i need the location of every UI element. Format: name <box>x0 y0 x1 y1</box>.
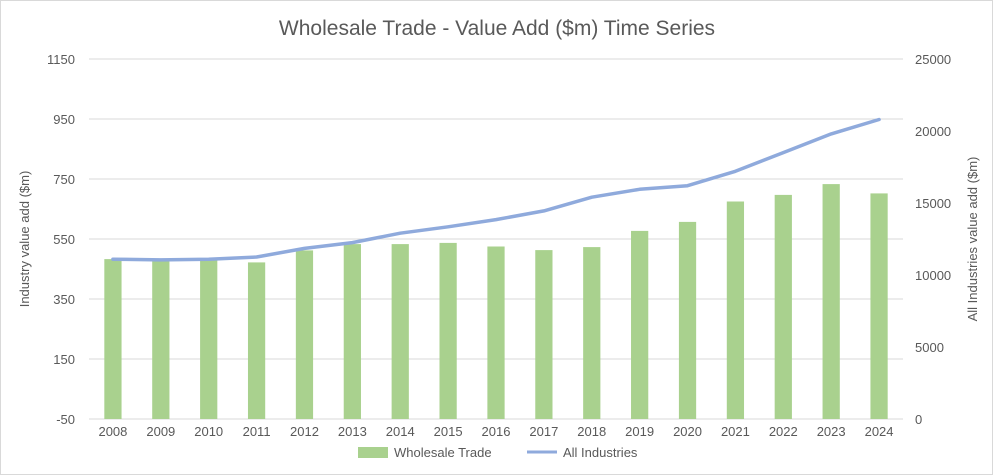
axis-labels: -50 150 350 550 750 950 1150 0 5000 10000 15000 200… <box>47 52 951 439</box>
bar-wholesale-trade <box>439 242 457 419</box>
x-tick-label: 2021 <box>721 424 750 439</box>
right-tick-label: 10000 <box>915 268 951 283</box>
bar-wholesale-trade <box>295 250 314 419</box>
x-tick-label: 2009 <box>146 424 175 439</box>
bar-wholesale-trade <box>343 244 361 419</box>
left-tick-label: 150 <box>53 352 75 367</box>
left-tick-label: 950 <box>53 112 75 127</box>
bar-wholesale-trade <box>870 193 888 419</box>
bar-wholesale-trade <box>152 259 170 419</box>
point-all-industries <box>208 258 210 260</box>
x-tick-label: 2012 <box>290 424 319 439</box>
x-tick-label: 2011 <box>243 424 271 439</box>
point-all-industries <box>160 259 162 261</box>
point-all-industries <box>112 258 114 260</box>
right-axis-title: All Industries value add ($m) <box>965 157 980 322</box>
point-all-industries <box>782 152 784 154</box>
chart-title: Wholesale Trade - Value Add ($m) Time Se… <box>279 17 715 40</box>
point-all-industries <box>256 256 258 258</box>
x-tick-label: 2017 <box>529 424 558 439</box>
x-tick-label: 2024 <box>865 424 894 439</box>
point-all-industries <box>830 133 832 135</box>
point-all-industries <box>447 226 449 228</box>
wholesale-trade-bars <box>104 184 888 419</box>
bar-wholesale-trade <box>726 201 745 419</box>
left-axis-title: Industry value add ($m) <box>17 171 32 308</box>
x-tick-label: 2023 <box>817 424 846 439</box>
left-tick-label: -50 <box>56 412 75 427</box>
bar-wholesale-trade <box>535 250 553 419</box>
bar-wholesale-trade <box>104 259 122 419</box>
left-tick-label: 550 <box>53 232 75 247</box>
x-tick-label: 2022 <box>769 424 798 439</box>
point-all-industries <box>878 118 880 120</box>
point-all-industries <box>639 188 641 190</box>
point-all-industries <box>734 170 736 172</box>
bar-wholesale-trade <box>822 184 840 419</box>
point-all-industries <box>351 242 353 244</box>
right-tick-label: 25000 <box>915 52 951 67</box>
right-tick-label: 5000 <box>915 340 944 355</box>
bar-wholesale-trade <box>583 247 601 419</box>
all-industries-line-group <box>111 117 881 262</box>
left-tick-label: 1150 <box>47 52 75 67</box>
right-tick-label: 20000 <box>915 124 951 139</box>
point-all-industries <box>495 219 497 221</box>
x-tick-label: 2016 <box>482 424 511 439</box>
point-all-industries <box>543 210 545 212</box>
x-tick-label: 2015 <box>434 424 463 439</box>
left-tick-label: 350 <box>53 292 75 307</box>
bar-wholesale-trade <box>487 246 505 419</box>
legend-swatch-wholesale-trade <box>358 447 388 458</box>
bar-wholesale-trade <box>391 244 409 419</box>
x-tick-label: 2008 <box>98 424 127 439</box>
x-tick-label: 2014 <box>386 424 415 439</box>
bar-wholesale-trade <box>200 259 218 419</box>
point-all-industries <box>303 247 305 249</box>
right-tick-label: 15000 <box>915 196 951 211</box>
bar-wholesale-trade <box>247 262 266 419</box>
legend-label-wholesale-trade: Wholesale Trade <box>394 445 492 460</box>
bar-wholesale-trade <box>774 194 792 419</box>
x-tick-label: 2013 <box>338 424 367 439</box>
right-tick-label: 0 <box>915 412 922 427</box>
bar-wholesale-trade <box>678 221 697 419</box>
left-tick-label: 750 <box>53 172 75 187</box>
bar-wholesale-trade <box>631 230 649 419</box>
point-all-industries <box>687 185 689 187</box>
x-tick-label: 2010 <box>194 424 223 439</box>
legend-label-all-industries: All Industries <box>563 445 638 460</box>
point-all-industries <box>399 232 401 234</box>
x-tick-label: 2019 <box>625 424 654 439</box>
legend: Wholesale Trade All Industries <box>358 445 638 460</box>
x-tick-label: 2020 <box>673 424 702 439</box>
point-all-industries <box>591 196 593 198</box>
x-tick-label: 2018 <box>577 424 606 439</box>
